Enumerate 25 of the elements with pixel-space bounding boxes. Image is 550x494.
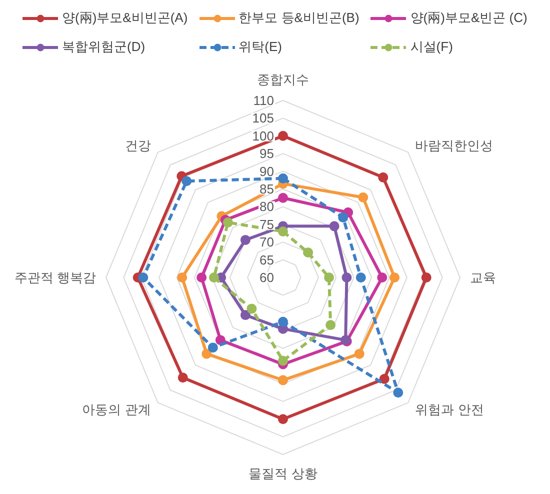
legend-label: 위탁(E) — [238, 38, 282, 56]
y-tick-label: 75 — [260, 216, 274, 232]
spoke-label: 바람직한인성 — [415, 138, 494, 153]
legend-label: 양(兩)부모&빈곤 (C) — [410, 9, 528, 27]
spoke-label: 아동의 관계 — [82, 402, 151, 418]
spoke-label: 건강 — [124, 138, 151, 153]
legend-label: 양(兩)부모&비빈곤(A) — [62, 9, 188, 27]
y-tick-label: 110 — [253, 93, 274, 108]
spoke-label: 교육 — [470, 270, 496, 285]
spoke-label: 위험과 안전 — [415, 402, 484, 418]
y-tick-label: 105 — [252, 110, 274, 126]
legend-label: 시설(F) — [410, 38, 453, 56]
spoke-label: 물질적 상황 — [248, 466, 318, 481]
y-tick-label: 85 — [260, 182, 274, 196]
y-tick-label: 80 — [260, 199, 274, 214]
spoke-label: 주관적 행복감 — [14, 270, 96, 285]
y-tick-label: 60 — [260, 270, 274, 285]
y-tick-label: 65 — [260, 252, 274, 268]
y-tick-label: 95 — [260, 146, 274, 162]
y-tick-label: 70 — [260, 234, 274, 250]
y-tick-label: 100 — [252, 128, 274, 144]
spoke-label: 종합지수 — [257, 72, 309, 87]
y-tick-label: 90 — [260, 164, 274, 179]
legend-label: 한부모 등&비빈곤(B) — [238, 9, 360, 27]
legend-label: 복합위험군(D) — [62, 38, 146, 56]
